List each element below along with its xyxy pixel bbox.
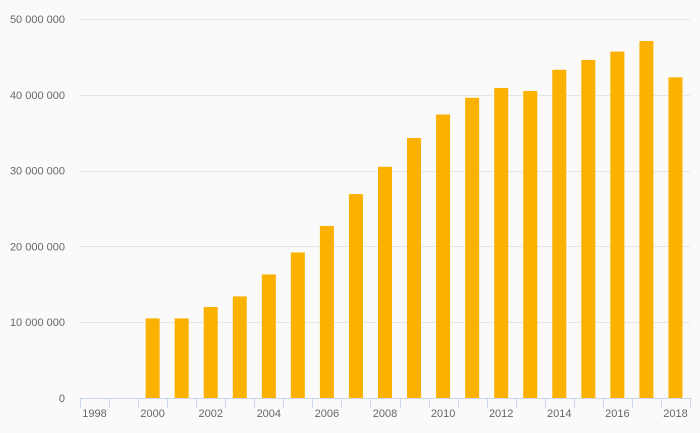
x-tick-label: 2014 (547, 408, 571, 420)
bar-2018 (668, 77, 683, 398)
y-tick-label: 0 (59, 393, 65, 405)
x-axis (80, 398, 691, 408)
bar-2008 (378, 166, 392, 398)
y-tick-label: 40 000 000 (10, 90, 65, 102)
x-tick-label: 2004 (257, 408, 281, 420)
bar-2003 (232, 296, 247, 398)
x-tick-label: 2000 (140, 408, 164, 420)
x-tick-label: 2016 (605, 408, 629, 420)
bar-2007 (348, 194, 363, 398)
bar-2014 (552, 69, 567, 398)
bar-2010 (436, 114, 451, 399)
x-tick-label: 2018 (663, 408, 687, 420)
y-tick-label: 50 000 000 (10, 14, 65, 26)
bar-2011 (465, 97, 480, 398)
bar-2001 (174, 318, 189, 398)
y-tick-label: 20 000 000 (10, 241, 65, 253)
bar-2009 (407, 138, 422, 399)
bar-2012 (494, 87, 509, 398)
x-axis-labels: 1998 2000 2002 2004 2006 2008 2010 2012 2014 2016… (82, 408, 687, 420)
x-tick-label: 2012 (489, 408, 513, 420)
y-tick-label: 10 000 000 (10, 317, 65, 329)
x-tick-label: 2010 (431, 408, 455, 420)
x-tick-label: 2002 (198, 408, 222, 420)
bar-2000 (145, 318, 160, 398)
x-tick-label: 2006 (315, 408, 339, 420)
y-axis-labels: 0 10 000 000 20 000 000 30 000 000 40 000 00… (10, 14, 65, 405)
x-tick-label: 1998 (82, 408, 106, 420)
x-tick-label: 2008 (373, 408, 397, 420)
bar-2006 (319, 225, 334, 398)
bar-2002 (203, 307, 218, 398)
bar-2017 (639, 40, 654, 399)
bar-2004 (261, 274, 276, 398)
bar-2005 (290, 252, 305, 398)
bar-2015 (581, 59, 596, 398)
y-tick-label: 30 000 000 (10, 166, 65, 178)
bar-2016 (610, 51, 625, 399)
bars (145, 40, 683, 399)
bar-2013 (523, 91, 538, 398)
